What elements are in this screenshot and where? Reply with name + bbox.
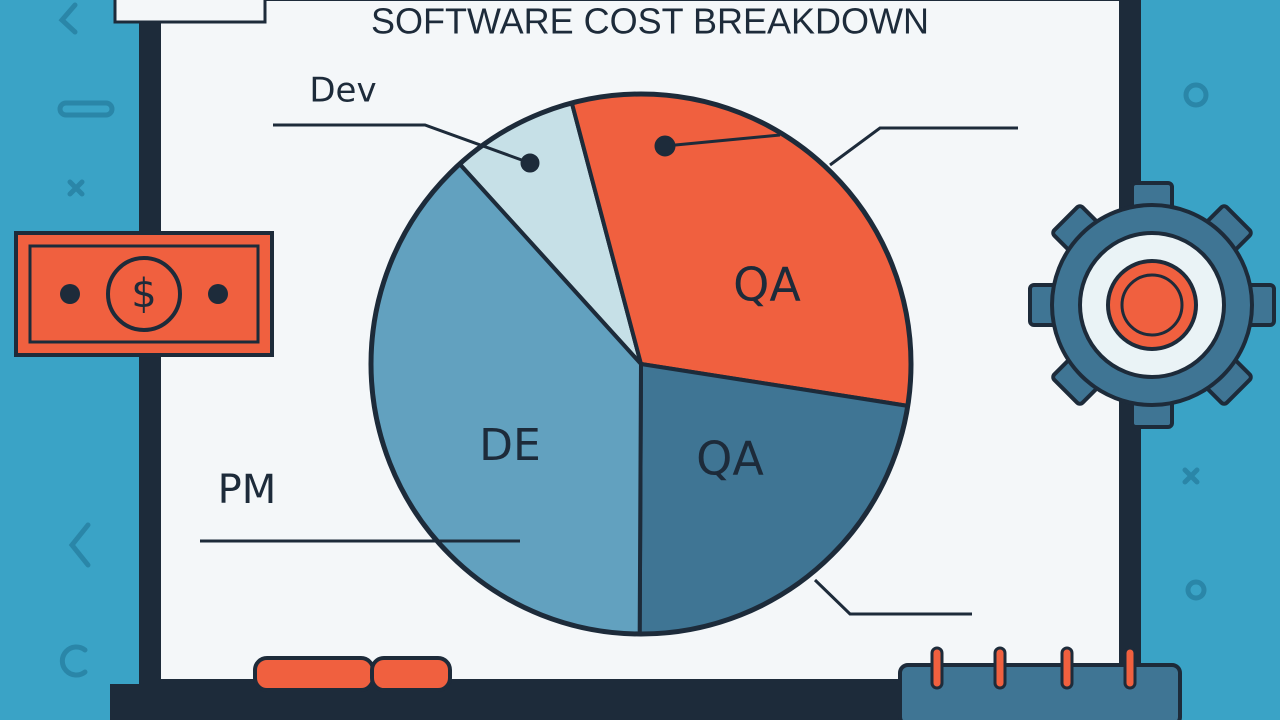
money-bill: $ — [14, 231, 274, 357]
marker — [253, 656, 375, 692]
calendar — [898, 646, 1182, 720]
slice-label: DE — [479, 420, 541, 471]
pie-outline — [368, 91, 914, 637]
slice-label: QA — [696, 432, 764, 486]
marker — [370, 656, 452, 692]
annotation: PM — [218, 467, 277, 513]
chart-title: SOFTWARE COST BREAKDOWN — [371, 1, 929, 42]
gear — [1028, 181, 1276, 429]
leader-lines — [200, 123, 1018, 616]
slice-label: Dev — [309, 71, 376, 111]
pie — [368, 91, 914, 637]
decor-icons — [57, 2, 1209, 678]
note — [113, 0, 267, 24]
dollar-sign: $ — [131, 271, 156, 317]
slice-label: QA — [733, 258, 801, 312]
